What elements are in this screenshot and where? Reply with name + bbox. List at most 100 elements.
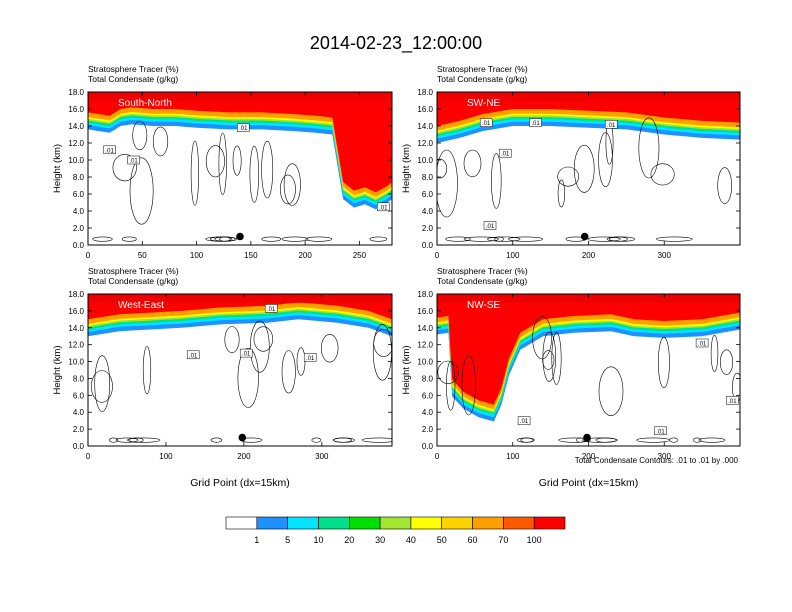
contour-label: .01	[242, 352, 251, 358]
y-tick-label: 8.0	[422, 374, 434, 383]
contour-cell	[283, 163, 301, 206]
contour-label-box	[237, 123, 250, 132]
contour-cell	[112, 154, 137, 182]
contour-cell-low	[361, 437, 392, 443]
condensate-contours	[437, 117, 733, 242]
condensate-contours	[91, 320, 392, 443]
y-tick-label: 4.0	[73, 408, 85, 417]
panel-subtitle-tracer: Stratosphere Tracer (%)	[437, 266, 528, 276]
contour-cell	[542, 331, 556, 382]
y-tick-label: 10.0	[417, 156, 433, 165]
condensate-contours	[92, 120, 388, 242]
panel-subtitle-condensate: Total Condensate (g/kg)	[437, 74, 527, 84]
contour-label: .01	[531, 121, 540, 127]
contour-cell-low	[692, 437, 702, 443]
contour-label: .01	[501, 152, 510, 158]
y-tick-label: 16.0	[68, 307, 84, 316]
y-axis-label: Height (km)	[401, 345, 412, 394]
contour-cell	[91, 370, 113, 403]
contour-cell-low	[494, 236, 504, 242]
x-tick-label: 0	[435, 251, 440, 260]
y-tick-label: 8.0	[422, 173, 434, 182]
contour-cell	[237, 347, 259, 408]
x-tick-label: 200	[582, 452, 596, 461]
panel-0: Stratosphere Tracer (%)Total Condensate …	[52, 64, 393, 260]
y-axis-label: Height (km)	[52, 345, 63, 394]
contour-cell-low	[487, 236, 521, 242]
x-tick-label: 0	[86, 251, 91, 260]
x-tick-label: 200	[237, 452, 251, 461]
colorbar-label: 30	[375, 535, 385, 545]
tracer-band-6	[88, 92, 392, 193]
contour-label-box	[726, 396, 739, 405]
x-tick-label: 300	[658, 452, 672, 461]
panel-name: SW-NE	[467, 98, 500, 109]
y-axis-label: Height (km)	[401, 144, 412, 193]
y-tick-label: 0.0	[73, 241, 85, 250]
contour-label-box	[103, 145, 116, 155]
x-tick-label: 250	[353, 251, 367, 260]
contour-cell-low	[369, 236, 388, 242]
colorbar-swatch	[318, 516, 350, 530]
y-tick-label: 12.0	[68, 139, 84, 148]
colorbar-swatch	[503, 516, 535, 530]
panel-name: West-East	[118, 300, 164, 311]
contour-cell-low	[121, 236, 137, 242]
contour-cell-low	[587, 236, 621, 242]
panel-3: Stratosphere Tracer (%)Total Condensate …	[401, 266, 741, 489]
contour-cell-low	[445, 236, 471, 242]
contour-label-box	[186, 350, 200, 360]
panel-subtitle-tracer: Stratosphere Tracer (%)	[88, 64, 179, 74]
x-tick-label: 50	[138, 251, 147, 260]
panel-1: Stratosphere Tracer (%)Total Condensate …	[401, 64, 741, 260]
contour-cell	[551, 332, 562, 385]
colorbar-swatch	[287, 516, 319, 530]
contour-cell	[437, 158, 448, 179]
y-tick-label: 10.0	[417, 358, 433, 367]
x-tick-label: 300	[315, 452, 329, 461]
contour-cell	[463, 149, 482, 178]
x-tick-label: 0	[435, 452, 440, 461]
contour-cell	[598, 132, 613, 187]
contour-label: .01	[189, 353, 198, 359]
contour-label: .01	[607, 123, 616, 129]
x-tick-label: 200	[298, 251, 312, 260]
contour-cell	[598, 366, 624, 416]
contour-cell-low	[698, 437, 726, 443]
contour-label: .01	[267, 307, 276, 313]
tracer-top-layer	[88, 92, 392, 102]
tracer-band-5	[88, 92, 392, 197]
contour-cell-low	[582, 437, 618, 443]
footnote: Total Condensate Contours: .01 to .01 by…	[575, 456, 739, 465]
condensate-contours	[437, 316, 740, 443]
x-tick-label: 100	[159, 452, 173, 461]
contour-label-box	[498, 148, 512, 158]
x-tick-label: 100	[190, 251, 204, 260]
y-tick-label: 10.0	[68, 358, 84, 367]
y-tick-label: 12.0	[68, 341, 84, 350]
x-tick-label: 100	[506, 251, 520, 260]
x-tick-label: 300	[658, 251, 672, 260]
contour-cell	[532, 316, 552, 360]
panels: Stratosphere Tracer (%)Total Condensate …	[52, 64, 741, 489]
contour-cell-low	[606, 236, 628, 242]
contour-cell	[321, 334, 339, 363]
y-tick-label: 14.0	[417, 122, 433, 131]
y-tick-label: 6.0	[73, 190, 85, 199]
contour-label-box	[483, 221, 497, 230]
y-tick-label: 18.0	[417, 88, 433, 97]
colorbar-swatch	[348, 516, 381, 530]
contour-cell-low	[508, 236, 544, 242]
colorbar-label: 10	[313, 535, 323, 545]
contour-cell	[218, 132, 227, 196]
contour-cell-low	[655, 236, 693, 242]
contour-cell-low	[281, 236, 309, 242]
contour-cell	[224, 326, 240, 354]
panel-subtitle-condensate: Total Condensate (g/kg)	[437, 276, 527, 286]
panel-subtitle-condensate: Total Condensate (g/kg)	[88, 74, 178, 84]
contour-label: .01	[129, 159, 138, 165]
contour-cell	[142, 346, 152, 395]
y-tick-label: 14.0	[417, 324, 433, 333]
contour-cell-low	[210, 437, 223, 443]
